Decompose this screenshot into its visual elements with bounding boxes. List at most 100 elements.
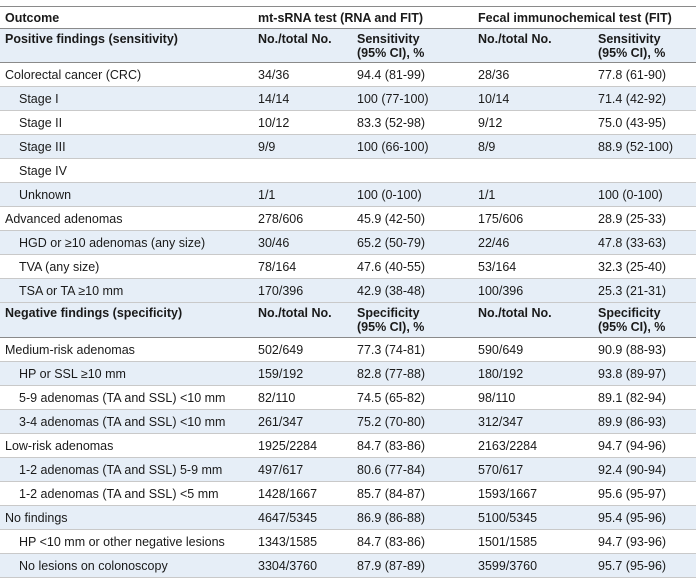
row-label: HP <10 mm or other negative lesions xyxy=(19,535,225,549)
fit-count: 570/617 xyxy=(478,463,524,477)
table-row: HP <10 mm or other negative lesions 1343/… xyxy=(0,530,696,554)
fit-count: 5100/5345 xyxy=(478,511,538,525)
fit-estimate: 47.8 (33-63) xyxy=(598,236,667,250)
fit-count: 28/36 xyxy=(478,68,510,82)
row-label: Stage III xyxy=(19,140,66,154)
mt-srna-count: 278/606 xyxy=(258,212,304,226)
mt-srna-count: 502/649 xyxy=(258,343,304,357)
mt-srna-estimate: 84.7 (83-86) xyxy=(357,535,426,549)
table-row: Stage I 14/14 100 (77-100) 10/14 71.4 (42-92… xyxy=(0,87,696,111)
fit-count: 3599/3760 xyxy=(478,559,538,573)
table-row: No findings 4647/5345 86.9 (86-88) 5100/534… xyxy=(0,506,696,530)
mt-srna-count: 34/36 xyxy=(258,68,290,82)
row-label: Colorectal cancer (CRC) xyxy=(5,68,142,82)
negative-col-stat-2-line1: Specificity xyxy=(598,306,661,320)
fit-estimate: 89.9 (86-93) xyxy=(598,415,667,429)
header-fit-test: Fecal immunochemical test (FIT) xyxy=(478,11,672,25)
mt-srna-estimate: 45.9 (42-50) xyxy=(357,212,426,226)
fit-count: 590/649 xyxy=(478,343,524,357)
mt-srna-count: 261/347 xyxy=(258,415,304,429)
header-mt-srna-test: mt-sRNA test (RNA and FIT) xyxy=(258,11,424,25)
fit-estimate: 100 (0-100) xyxy=(598,188,663,202)
fit-estimate: 88.9 (52-100) xyxy=(598,140,674,154)
fit-count: 175/606 xyxy=(478,212,524,226)
mt-srna-count: 4647/5345 xyxy=(258,511,318,525)
positive-section-header: Positive findings (sensitivity) No./tota… xyxy=(0,29,696,63)
mt-srna-estimate: 82.8 (77-88) xyxy=(357,367,426,381)
mt-srna-count: 497/617 xyxy=(258,463,304,477)
mt-srna-estimate: 77.3 (74-81) xyxy=(357,343,426,357)
mt-srna-estimate: 65.2 (50-79) xyxy=(357,236,426,250)
row-label: Advanced adenomas xyxy=(5,212,123,226)
mt-srna-count: 30/46 xyxy=(258,236,290,250)
fit-count: 2163/2284 xyxy=(478,439,538,453)
table-row: HGD or ≥10 adenomas (any size) 30/46 65.2 … xyxy=(0,231,696,255)
mt-srna-count: 170/396 xyxy=(258,284,304,298)
mt-srna-estimate: 74.5 (65-82) xyxy=(357,391,426,405)
row-label: No lesions on colonoscopy xyxy=(19,559,168,573)
row-label: TVA (any size) xyxy=(19,260,100,274)
mt-srna-estimate: 100 (66-100) xyxy=(357,140,429,154)
fit-count: 8/9 xyxy=(478,140,496,154)
row-label: 1-2 adenomas (TA and SSL) <5 mm xyxy=(19,487,219,501)
mt-srna-estimate: 87.9 (87-89) xyxy=(357,559,426,573)
row-label: Stage IV xyxy=(19,164,67,178)
mt-srna-count: 1/1 xyxy=(258,188,276,202)
mt-srna-estimate: 42.9 (38-48) xyxy=(357,284,426,298)
table-header-row: Outcome mt-sRNA test (RNA and FIT) Fecal… xyxy=(0,6,696,29)
table-row: HP or SSL ≥10 mm 159/192 82.8 (77-88) 180/1… xyxy=(0,362,696,386)
mt-srna-count: 1343/1585 xyxy=(258,535,318,549)
fit-count: 100/396 xyxy=(478,284,524,298)
row-label: Stage I xyxy=(19,92,59,106)
fit-estimate: 95.4 (95-96) xyxy=(598,511,667,525)
fit-count: 22/46 xyxy=(478,236,510,250)
row-label: HGD or ≥10 adenomas (any size) xyxy=(19,236,206,250)
table-row: TVA (any size) 78/164 47.6 (40-55) 53/164 32… xyxy=(0,255,696,279)
negative-col-no-1: No./total No. xyxy=(258,306,332,320)
fit-estimate: 95.7 (95-96) xyxy=(598,559,667,573)
fit-count: 9/12 xyxy=(478,116,503,130)
fit-count: 1501/1585 xyxy=(478,535,538,549)
fit-count: 98/110 xyxy=(478,391,516,405)
fit-count: 10/14 xyxy=(478,92,510,106)
negative-section-header: Negative findings (specificity) No./tota… xyxy=(0,303,696,338)
positive-col-stat-1-line2: (95% CI), % xyxy=(357,46,425,60)
mt-srna-estimate: 85.7 (84-87) xyxy=(357,487,426,501)
table-row: Medium-risk adenomas 502/649 77.3 (74-81) 5… xyxy=(0,338,696,362)
negative-col-stat-1-line2: (95% CI), % xyxy=(357,320,425,334)
table-row: 3-4 adenomas (TA and SSL) <10 mm 261/347 7… xyxy=(0,410,696,434)
row-label: 1-2 adenomas (TA and SSL) 5-9 mm xyxy=(19,463,223,477)
fit-estimate: 32.3 (25-40) xyxy=(598,260,667,274)
negative-col-stat-1-line1: Specificity xyxy=(357,306,420,320)
table-row: Stage IV xyxy=(0,159,696,183)
mt-srna-estimate: 94.4 (81-99) xyxy=(357,68,426,82)
row-label: Stage II xyxy=(19,116,63,130)
mt-srna-count: 159/192 xyxy=(258,367,304,381)
table-row: Advanced adenomas 278/606 45.9 (42-50) 175/… xyxy=(0,207,696,231)
row-label: TSA or TA ≥10 mm xyxy=(19,284,124,298)
mt-srna-estimate: 47.6 (40-55) xyxy=(357,260,426,274)
fit-estimate: 75.0 (43-95) xyxy=(598,116,667,130)
fit-estimate: 25.3 (21-31) xyxy=(598,284,667,298)
positive-section-label: Positive findings (sensitivity) xyxy=(5,32,178,46)
mt-srna-count: 82/110 xyxy=(258,391,296,405)
fit-estimate: 71.4 (42-92) xyxy=(598,92,667,106)
mt-srna-count: 9/9 xyxy=(258,140,276,154)
mt-srna-count: 1428/1667 xyxy=(258,487,318,501)
table-row: Stage III 9/9 100 (66-100) 8/9 88.9 (52-100) xyxy=(0,135,696,159)
fit-estimate: 95.6 (95-97) xyxy=(598,487,667,501)
mt-srna-estimate: 84.7 (83-86) xyxy=(357,439,426,453)
positive-col-stat-2-line2: (95% CI), % xyxy=(598,46,666,60)
fit-count: 1/1 xyxy=(478,188,496,202)
fit-estimate: 94.7 (94-96) xyxy=(598,439,667,453)
row-label: Low-risk adenomas xyxy=(5,439,114,453)
negative-col-no-2: No./total No. xyxy=(478,306,552,320)
row-label: Medium-risk adenomas xyxy=(5,343,135,357)
fit-estimate: 92.4 (90-94) xyxy=(598,463,667,477)
row-label: 5-9 adenomas (TA and SSL) <10 mm xyxy=(19,391,226,405)
mt-srna-estimate: 100 (77-100) xyxy=(357,92,429,106)
row-label: 3-4 adenomas (TA and SSL) <10 mm xyxy=(19,415,226,429)
table-row: TSA or TA ≥10 mm 170/396 42.9 (38-48) 100/3… xyxy=(0,279,696,303)
mt-srna-estimate: 83.3 (52-98) xyxy=(357,116,426,130)
table-row: Stage II 10/12 83.3 (52-98) 9/12 75.0 (43-95… xyxy=(0,111,696,135)
